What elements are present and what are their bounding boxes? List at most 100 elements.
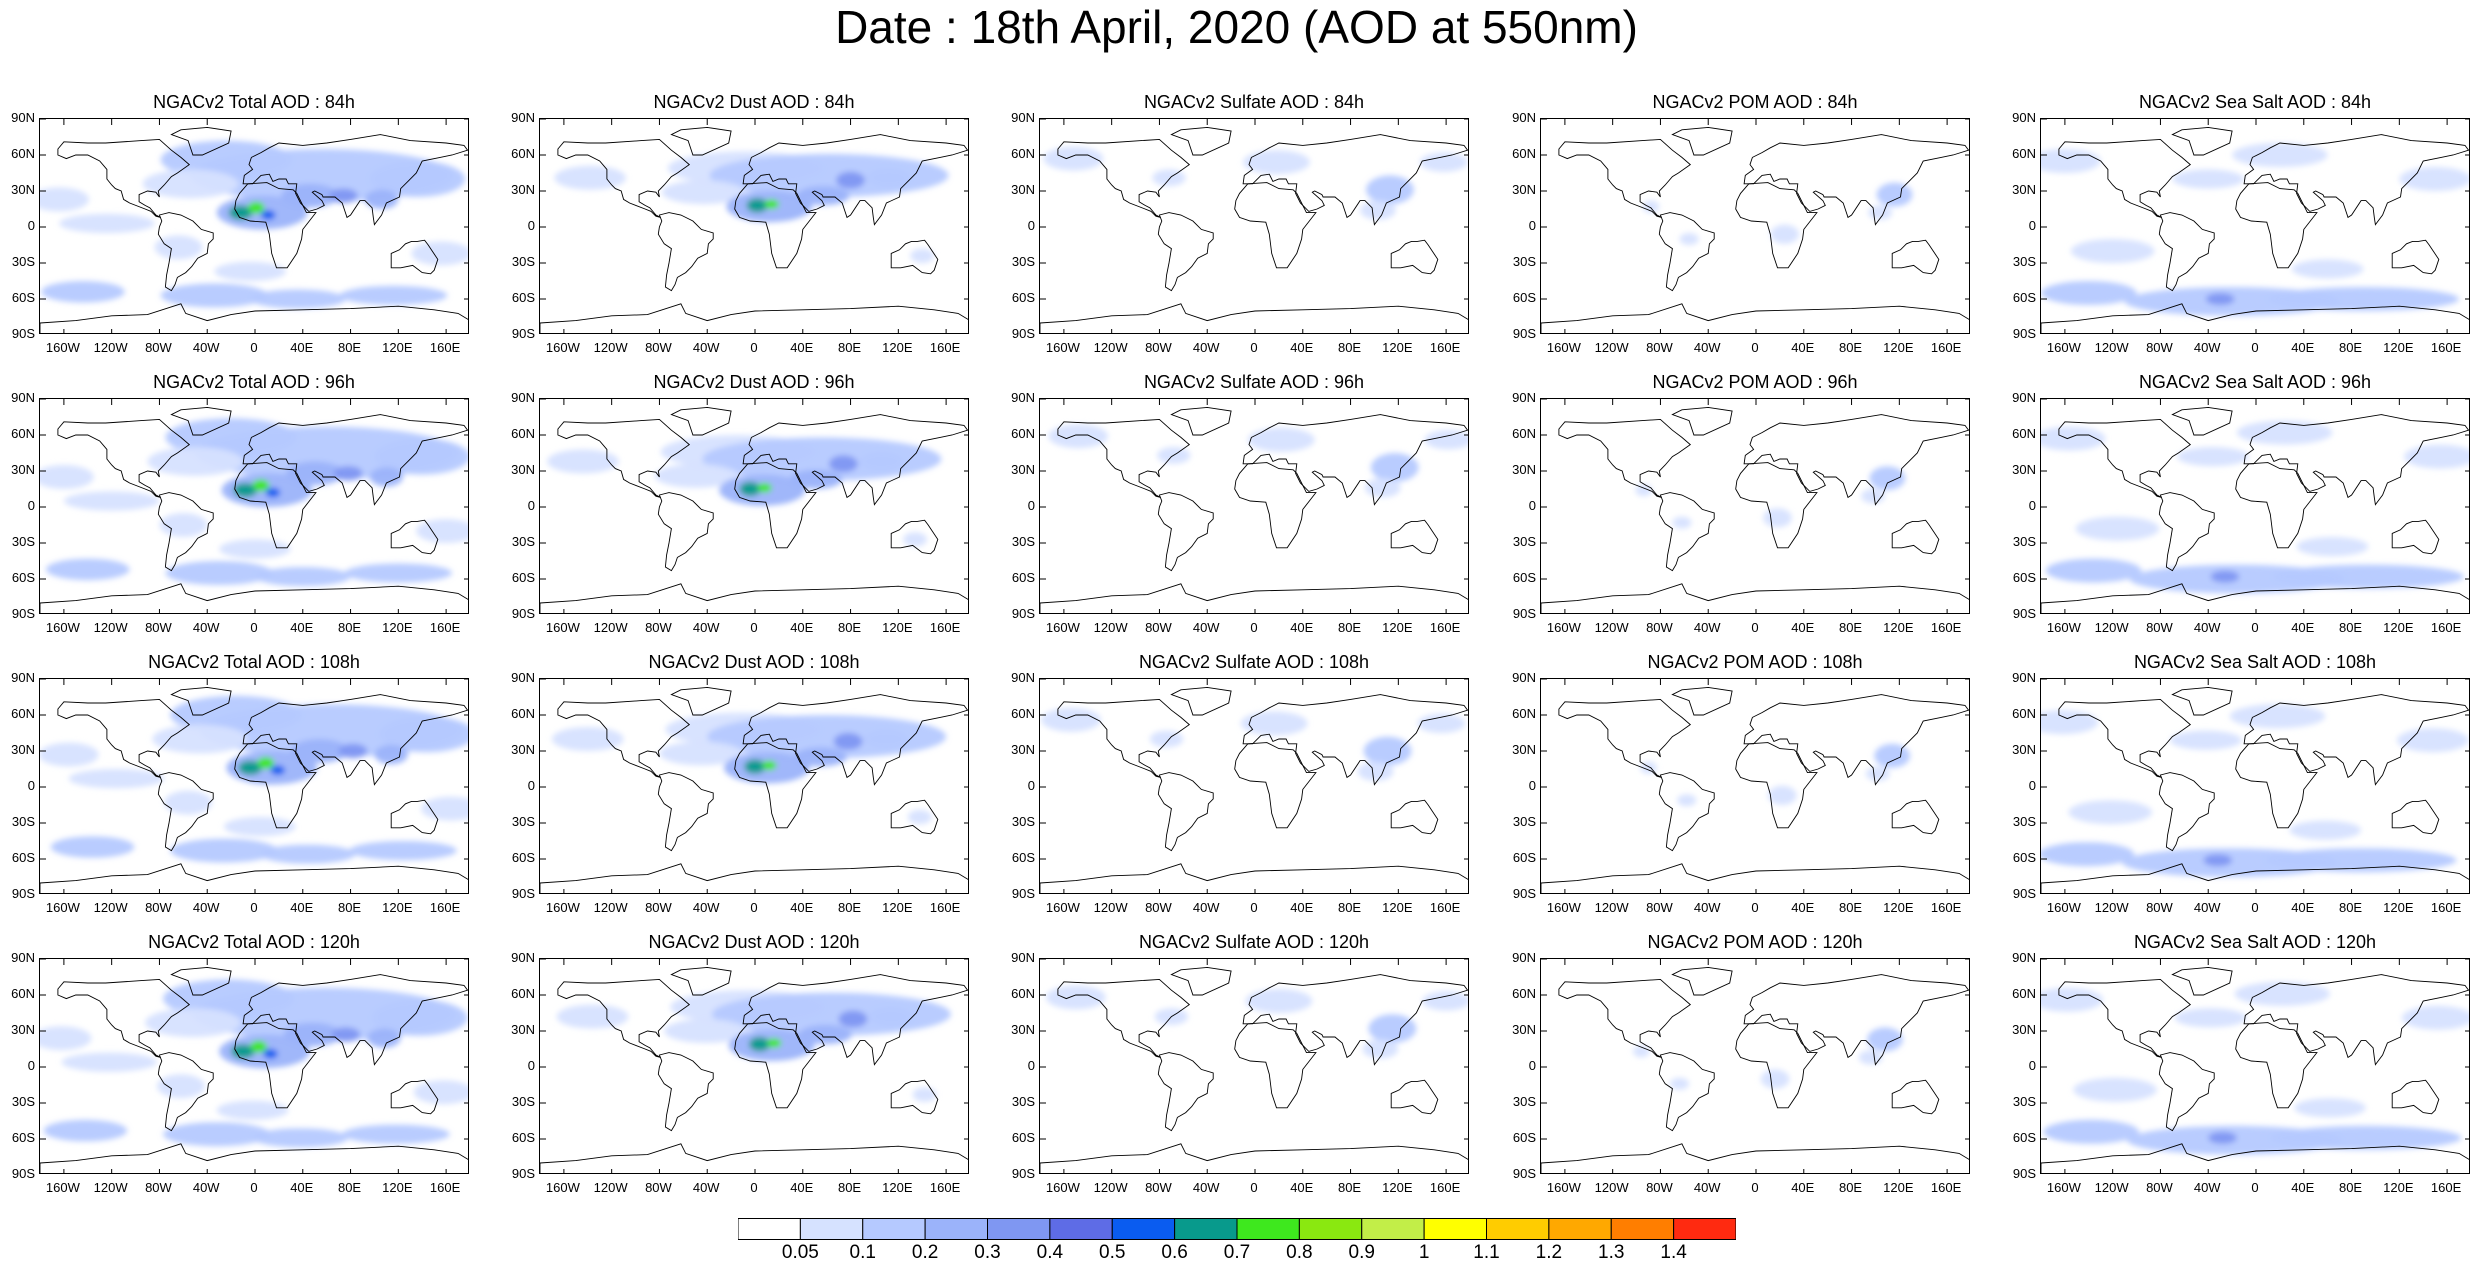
aod-plume — [554, 165, 626, 190]
lon-tick-label: 160W — [1045, 340, 1080, 355]
lon-tick-label: 160W — [1546, 620, 1581, 635]
lon-tick-label: 80W — [1145, 620, 1172, 635]
lon-tick-label: 120W — [93, 620, 128, 635]
lon-tick-label: 120E — [1883, 900, 1914, 915]
aod-plume — [2073, 1077, 2157, 1102]
colorbar-label: 1.3 — [1598, 1242, 1625, 1263]
aod-plume — [250, 1040, 267, 1053]
coastline — [1170, 686, 1232, 716]
map-panel-dust — [539, 678, 969, 894]
colorbar-label: 0.6 — [1161, 1242, 1188, 1263]
aod-field — [1632, 1027, 1903, 1090]
lon-tick-label: 120E — [882, 620, 913, 635]
lon-tick-label: 0 — [2251, 1180, 2259, 1195]
coastline — [670, 686, 732, 716]
coastline — [40, 1143, 468, 1173]
coastline — [2391, 239, 2440, 275]
aod-field — [1635, 466, 1906, 529]
coastline — [1040, 1143, 1468, 1173]
aod-plume — [263, 1049, 278, 1059]
map-panel-total — [39, 958, 469, 1174]
aod-plume — [869, 1007, 913, 1027]
aod-plume — [152, 724, 248, 754]
aod-plume — [250, 289, 346, 309]
coastline — [242, 974, 468, 1066]
aod-plume — [551, 727, 624, 751]
lat-tick-label: 60S — [1512, 1130, 1536, 1145]
aod-plume — [40, 465, 94, 489]
lon-tick-label: 80W — [1646, 900, 1673, 915]
coastline — [1891, 1079, 1940, 1115]
lat-tick-label: 60N — [2012, 986, 2036, 1001]
lat-tick-label: 30N — [2012, 182, 2036, 197]
lat-tick-label: 0 — [2028, 498, 2036, 513]
coastline — [1541, 303, 1969, 333]
lon-tick-label: 40E — [790, 620, 814, 635]
lat-tick-label: 90N — [11, 110, 35, 125]
lon-tick-label: 40E — [2291, 1180, 2315, 1195]
lat-tick-label: 30N — [1011, 182, 1035, 197]
coastline — [557, 698, 691, 778]
map-panel-pom — [1540, 678, 1970, 894]
aod-plume — [260, 210, 276, 220]
lon-tick-label: 120W — [2094, 900, 2129, 915]
aod-plume — [799, 1025, 852, 1045]
lon-tick-label: 0 — [750, 1180, 758, 1195]
lon-tick-label: 120W — [593, 900, 628, 915]
map-panel-pom — [1540, 398, 1970, 614]
coastline — [234, 1022, 317, 1109]
lon-tick-label: 80W — [1145, 1180, 1172, 1195]
lat-tick-label: 0 — [527, 1058, 535, 1073]
lat-tick-label: 30N — [1011, 462, 1035, 477]
aod-plume — [1677, 794, 1697, 807]
lat-tick-label: 30N — [511, 462, 535, 477]
coastline — [1234, 182, 1317, 269]
lat-tick-label: 30N — [11, 462, 35, 477]
aod-plume — [379, 716, 468, 753]
colorbar-swatch — [1236, 1218, 1300, 1240]
coastline — [890, 239, 939, 275]
lat-tick-label: 90S — [511, 886, 535, 901]
coastline — [2235, 182, 2318, 269]
lon-tick-label: 80W — [645, 1180, 672, 1195]
aod-plume — [2401, 1005, 2469, 1030]
lat-tick-label: 0 — [27, 498, 35, 513]
lat-tick-label: 90N — [1512, 390, 1536, 405]
aod-plume — [1043, 146, 1104, 171]
aod-plume — [2234, 981, 2331, 1006]
lon-tick-label: 80W — [1145, 900, 1172, 915]
aod-plume — [2289, 820, 2362, 840]
aod-plume — [68, 769, 165, 789]
panel-title: NGACv2 Sea Salt AOD : 96h — [2138, 372, 2372, 392]
coastline — [540, 1143, 968, 1173]
lat-tick-label: 60S — [1011, 1130, 1035, 1145]
lat-tick-label: 90S — [511, 326, 535, 341]
lat-tick-label: 90N — [511, 670, 535, 685]
aod-plume — [1635, 484, 1653, 497]
aod-plume — [2229, 704, 2326, 729]
lon-tick-label: 80E — [337, 340, 362, 355]
aod-plume — [1368, 1014, 1417, 1043]
aod-plume — [283, 1022, 341, 1047]
aod-plume — [764, 199, 779, 209]
coastline — [1671, 686, 1733, 716]
lat-tick-label: 90N — [511, 390, 535, 405]
panel-title: NGACv2 POM AOD : 120h — [1647, 932, 1863, 952]
aod-plume — [659, 741, 744, 766]
lon-tick-label: 160W — [45, 1180, 80, 1195]
lat-tick-label: 30S — [2012, 534, 2036, 549]
lat-tick-label: 30S — [511, 534, 535, 549]
lon-tick-label: 160W — [2046, 900, 2081, 915]
lon-tick-label: 80E — [337, 900, 362, 915]
coastline — [2171, 686, 2233, 716]
lat-tick-label: 0 — [27, 1058, 35, 1073]
lon-tick-label: 0 — [250, 340, 258, 355]
aod-plume — [829, 455, 858, 473]
lat-tick-label: 60S — [1512, 850, 1536, 865]
aod-plume — [252, 1128, 349, 1148]
aod-plume — [1363, 736, 1412, 766]
coastline — [734, 462, 817, 549]
panel-title: NGACv2 POM AOD : 96h — [1652, 372, 1858, 392]
aod-field — [2041, 420, 2469, 594]
lon-tick-label: 160W — [1546, 900, 1581, 915]
